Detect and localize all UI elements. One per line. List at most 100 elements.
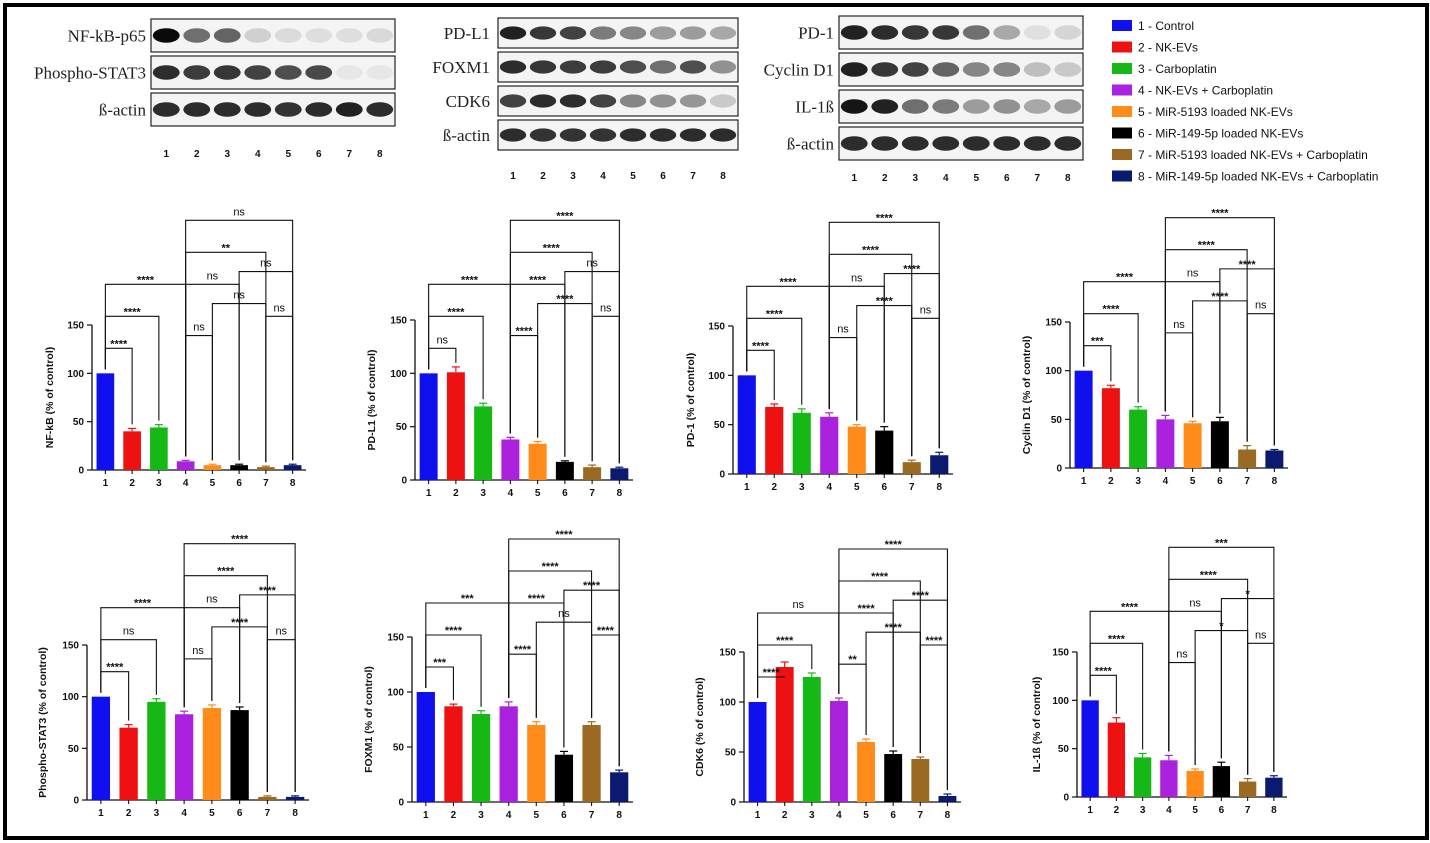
blot-band [901, 25, 929, 40]
y-tick-label: 100 [1052, 696, 1069, 707]
x-tick-label: 3 [1135, 476, 1141, 487]
blot-band [901, 136, 929, 151]
blot-row-label: ß-actin [99, 101, 147, 120]
y-tick-label: 0 [1056, 464, 1062, 475]
y-axis-label: Phospho-STAT3 (% of control) [37, 647, 49, 798]
blot-band [152, 102, 180, 117]
x-tick-label: 6 [1219, 805, 1225, 816]
significance-bracket [239, 594, 296, 792]
significance-label: ns [193, 322, 205, 334]
significance-label: **** [556, 210, 574, 222]
bar [1210, 421, 1229, 468]
significance-bracket [1247, 642, 1275, 775]
bar [416, 692, 435, 802]
significance-label: ns [275, 626, 287, 638]
x-tick-label: 8 [290, 478, 296, 489]
blot-band [993, 136, 1021, 151]
blot-band [649, 26, 677, 40]
bar [938, 796, 957, 802]
x-tick-label: 3 [478, 810, 484, 821]
y-tick-label: 50 [1051, 415, 1063, 426]
blot-band [366, 65, 394, 80]
significance-label: ns [837, 324, 849, 336]
blot-row-label: CDK6 [446, 92, 490, 111]
significance-label: **** [871, 571, 889, 583]
figure-frame [3, 3, 1429, 840]
bar [230, 710, 249, 800]
blot-lane-number: 4 [943, 173, 949, 184]
blot-row-label: Cyclin D1 [764, 61, 834, 80]
significance-label: **** [514, 644, 532, 656]
blot-band [305, 102, 333, 117]
bar [802, 677, 821, 802]
y-axis-label: PD-1 (% of control) [685, 353, 697, 448]
blot-lane-number: 8 [377, 149, 383, 160]
significance-bracket [563, 589, 620, 767]
significance-label: **** [779, 276, 797, 288]
significance-label: **** [1200, 569, 1218, 581]
bar [283, 465, 302, 470]
blot-band [305, 28, 333, 43]
bar [499, 706, 518, 802]
x-tick-label: 6 [237, 808, 243, 819]
blot-band [1054, 136, 1082, 151]
bar [1107, 722, 1126, 797]
significance-label: **** [776, 635, 794, 647]
x-tick-label: 6 [1217, 476, 1223, 487]
significance-label: **** [1211, 208, 1229, 220]
x-tick-label: 1 [426, 488, 432, 499]
significance-bracket [265, 315, 294, 463]
x-tick-label: 1 [1087, 805, 1093, 816]
bar [1133, 757, 1152, 797]
significance-bracket [1246, 313, 1275, 446]
x-tick-label: 8 [936, 482, 942, 493]
bar [1186, 770, 1204, 797]
significance-label: **** [231, 534, 249, 546]
blot-band [679, 128, 707, 142]
blot-lane-number: 3 [570, 171, 576, 182]
bar [471, 714, 491, 802]
significance-bracket [185, 334, 213, 461]
significance-label: ** [221, 242, 230, 254]
x-tick-label: 4 [836, 810, 842, 821]
blot-band [244, 102, 272, 117]
significance-label: **** [766, 308, 784, 320]
x-tick-label: 5 [1192, 805, 1198, 816]
blot-band [709, 128, 737, 142]
x-tick-label: 3 [480, 488, 486, 499]
significance-label: *** [433, 657, 447, 669]
blot-band [932, 136, 960, 151]
significance-label: ns [851, 272, 863, 284]
x-tick-label: 5 [210, 478, 216, 489]
y-tick-label: 0 [73, 796, 79, 807]
x-tick-label: 4 [506, 810, 512, 821]
x-tick-label: 3 [154, 808, 160, 819]
blot-lane-number: 1 [510, 171, 516, 182]
blot-band [709, 60, 737, 74]
legend-swatch [1112, 127, 1132, 139]
y-tick-label: 150 [62, 641, 79, 652]
legend: 1 - Control 2 - NK-EVs 3 - Carboplatin 4 - … [1112, 19, 1378, 184]
blot-lane-number: 6 [316, 149, 322, 160]
significance-label: ns [207, 270, 219, 282]
significance-label: ns [206, 594, 218, 606]
y-axis-label: IL-1ß (% of control) [1031, 677, 1043, 773]
significance-bracket [828, 336, 858, 421]
legend-entry: 1 - Control [1138, 19, 1194, 33]
significance-label: **** [1108, 633, 1126, 645]
y-tick-label: 100 [708, 371, 725, 382]
blot-band [183, 102, 211, 117]
significance-label: **** [858, 603, 876, 615]
y-axis-label: NF-kB (% of control) [44, 347, 56, 449]
blot-band [559, 26, 587, 40]
significance-bracket [564, 270, 620, 464]
western-blot-1: NF-kB-p65 Phospho-STAT3 ß-actin 1 2 3 4 5 6 7 8 [34, 18, 396, 160]
blot-band [840, 25, 868, 40]
y-tick-label: 0 [1063, 793, 1069, 804]
x-tick-label: 2 [129, 478, 135, 489]
x-tick-label: 5 [209, 808, 215, 819]
significance-label: ns [436, 334, 448, 346]
significance-bracket [892, 599, 948, 790]
significance-label: *** [1091, 336, 1105, 348]
blot-band [840, 136, 868, 151]
